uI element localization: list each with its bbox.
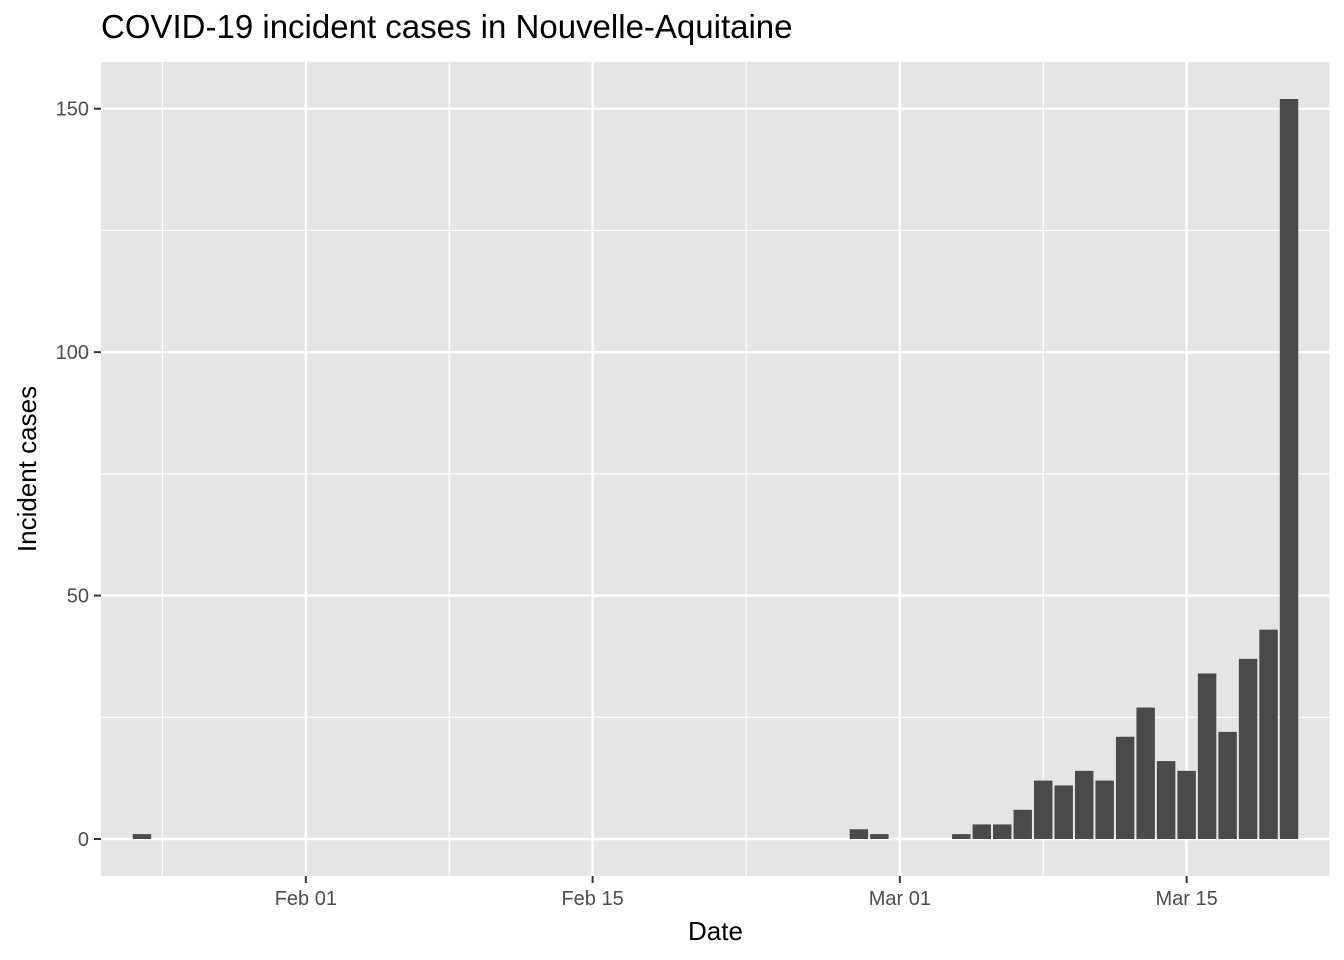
bar <box>849 829 869 839</box>
bar <box>1177 770 1196 839</box>
bar <box>993 824 1012 839</box>
y-axis: 0 50 100 150 <box>56 99 101 851</box>
bar <box>1197 673 1217 839</box>
bar <box>1115 736 1135 839</box>
bar <box>1054 785 1073 839</box>
chart-title: COVID-19 incident cases in Nouvelle-Aqui… <box>101 8 793 45</box>
y-tick-label: 0 <box>78 829 89 851</box>
bar <box>1218 731 1237 839</box>
bar <box>1238 658 1258 839</box>
y-tick-label: 100 <box>56 342 89 364</box>
bar <box>952 834 971 839</box>
bar <box>1279 99 1299 839</box>
y-tick-label: 150 <box>56 99 89 121</box>
x-tick-label: Feb 01 <box>275 888 337 910</box>
bar <box>1259 629 1278 839</box>
bar <box>1074 770 1094 839</box>
bars <box>132 99 1299 839</box>
bar <box>1034 780 1053 839</box>
x-tick-label: Feb 15 <box>561 888 623 910</box>
bar <box>870 834 889 839</box>
y-tick-label: 50 <box>67 586 89 608</box>
x-tick-label: Mar 01 <box>869 888 931 910</box>
bar <box>1095 780 1114 839</box>
bar <box>1013 809 1032 839</box>
bar <box>1136 707 1155 839</box>
bar <box>132 834 152 839</box>
x-axis: Feb 01 Feb 15 Mar 01 Mar 15 <box>275 876 1218 910</box>
y-axis-title: Incident cases <box>12 386 42 552</box>
x-axis-title: Date <box>688 916 743 946</box>
x-tick-label: Mar 15 <box>1155 888 1217 910</box>
bar <box>972 824 992 839</box>
bar <box>1156 761 1176 839</box>
